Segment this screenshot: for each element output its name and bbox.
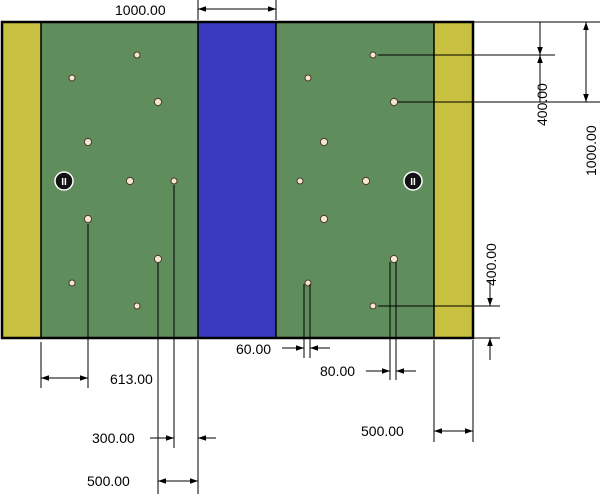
dim-right-overall: 1000.00	[583, 125, 599, 176]
dimension-lines	[40, 0, 600, 494]
hole	[153, 97, 163, 107]
hole	[389, 254, 399, 264]
dim-left-inner-300: 300.00	[92, 430, 135, 446]
right-side-strip	[434, 22, 473, 338]
dim-right-top-offset: 400.00	[534, 83, 550, 126]
hole	[83, 137, 93, 147]
hole	[296, 177, 304, 185]
dim-left-inner-500: 500.00	[87, 473, 130, 489]
hole	[361, 176, 371, 186]
board-outline	[0, 20, 475, 340]
center-band	[198, 22, 276, 338]
dim-top-center-width: 1000.00	[115, 2, 166, 18]
left-side-strip	[2, 22, 41, 338]
hole	[68, 74, 76, 82]
dim-right-strip-500: 500.00	[361, 423, 404, 439]
dim-left-hole-offset: 613.00	[110, 371, 153, 387]
hole	[125, 176, 135, 186]
right-target-marker: II	[403, 171, 423, 191]
left-target-marker: II	[54, 171, 74, 191]
holes	[68, 51, 399, 310]
hole	[153, 254, 163, 264]
hole	[389, 97, 399, 107]
hole	[319, 137, 329, 147]
hole	[369, 51, 377, 59]
dim-hole-spacing-medium: 80.00	[320, 363, 355, 379]
hole	[170, 177, 178, 185]
hole	[319, 214, 329, 224]
dimension-labels: 1000.00 400.00 1000.00 400.00 613.00 60.…	[87, 2, 599, 489]
left-target-label: II	[61, 177, 67, 188]
hole	[304, 74, 312, 82]
hole	[133, 51, 141, 59]
hole	[83, 214, 93, 224]
dim-hole-spacing-small: 60.00	[236, 341, 271, 357]
right-target-label: II	[410, 177, 416, 188]
hole	[133, 302, 141, 310]
hole	[68, 279, 76, 287]
hole	[369, 302, 377, 310]
dim-right-bottom-offset: 400.00	[483, 243, 499, 286]
